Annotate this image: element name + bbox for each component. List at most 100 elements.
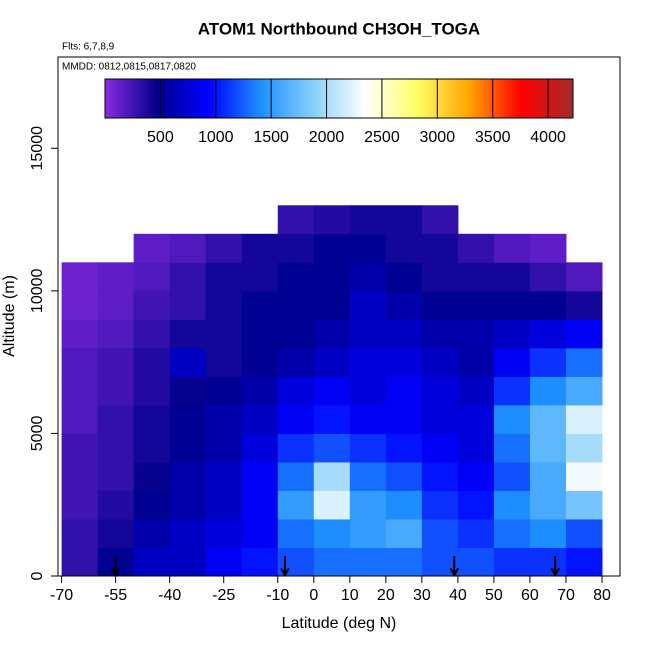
heat-cell <box>241 518 279 548</box>
heat-cell <box>565 290 603 320</box>
heat-cell <box>565 547 603 577</box>
heat-cell <box>421 518 459 548</box>
heat-cell <box>493 290 531 320</box>
heat-cell <box>61 404 99 434</box>
x-tick-label: 50 <box>485 587 503 604</box>
heat-cell <box>169 347 207 377</box>
heat-cell <box>205 262 243 292</box>
heat-cell <box>421 205 459 235</box>
colorbar-tick-label: 2000 <box>309 129 345 146</box>
heat-cell <box>421 319 459 349</box>
colorbar-tick-label: 3500 <box>475 129 511 146</box>
heat-cell <box>313 404 351 434</box>
heat-cell <box>61 518 99 548</box>
heat-cell <box>133 347 171 377</box>
subtitle: Flts: 6,7,8,9 <box>62 42 115 53</box>
heat-cell <box>385 461 423 491</box>
heat-cell <box>97 518 135 548</box>
heat-cell <box>133 490 171 520</box>
heat-cell <box>313 205 351 235</box>
heat-cell <box>169 518 207 548</box>
x-tick-label: 20 <box>377 587 395 604</box>
heat-cell <box>277 319 315 349</box>
heat-cell <box>349 262 387 292</box>
colorbar <box>104 78 574 119</box>
heat-cell <box>277 290 315 320</box>
heat-cell <box>349 518 387 548</box>
heat-cell <box>205 433 243 463</box>
heat-cell <box>421 262 459 292</box>
x-tick-label: 40 <box>449 587 467 604</box>
heat-cell <box>385 547 423 577</box>
heat-cell <box>169 233 207 263</box>
colorbar-tick-label: 2500 <box>364 129 400 146</box>
heat-cell <box>565 319 603 349</box>
heat-cell <box>277 347 315 377</box>
heat-cell <box>205 490 243 520</box>
x-tick-label: 80 <box>593 587 611 604</box>
heat-cell <box>61 461 99 491</box>
heat-cell <box>349 490 387 520</box>
heat-cell <box>385 404 423 434</box>
heat-cell <box>205 319 243 349</box>
heat-cell <box>61 547 99 577</box>
heat-cell <box>205 461 243 491</box>
heat-cell <box>349 290 387 320</box>
heat-cell <box>169 290 207 320</box>
heat-cell <box>493 433 531 463</box>
colorbar-tick-label: 4000 <box>530 129 566 146</box>
heat-cell <box>241 547 279 577</box>
heat-cell <box>61 262 99 292</box>
heat-cell <box>385 233 423 263</box>
heat-cell <box>241 433 279 463</box>
x-axis-label: Latitude (deg N) <box>282 615 397 632</box>
x-tick-label: 60 <box>521 587 539 604</box>
heat-cell <box>313 518 351 548</box>
heat-cell <box>457 262 495 292</box>
heat-cell <box>97 433 135 463</box>
heat-cell <box>457 461 495 491</box>
heat-cell <box>133 376 171 406</box>
heat-cell <box>457 290 495 320</box>
heat-cell <box>457 490 495 520</box>
heat-cell <box>169 433 207 463</box>
heat-cell <box>61 319 99 349</box>
x-tick-label: -70 <box>50 587 73 604</box>
heat-cell <box>277 205 315 235</box>
heat-cell <box>97 461 135 491</box>
colorbar-tick-label: 1000 <box>198 129 234 146</box>
heat-cell <box>313 461 351 491</box>
heat-cell <box>385 490 423 520</box>
heat-cell <box>133 433 171 463</box>
heat-cell <box>385 433 423 463</box>
heat-cell <box>169 461 207 491</box>
heat-cell <box>493 490 531 520</box>
heat-cell <box>349 404 387 434</box>
heat-cell <box>457 233 495 263</box>
heat-cell <box>349 461 387 491</box>
heat-cell <box>529 461 567 491</box>
heat-cell <box>169 547 207 577</box>
heat-cell <box>61 376 99 406</box>
heat-cell <box>529 347 567 377</box>
heat-cell <box>205 547 243 577</box>
heat-cell <box>529 376 567 406</box>
heat-cell <box>61 290 99 320</box>
heat-cell <box>169 262 207 292</box>
heat-cell <box>421 461 459 491</box>
heat-cell <box>205 518 243 548</box>
heat-cell <box>313 347 351 377</box>
colorbar-tick-label: 3000 <box>420 129 456 146</box>
heat-cell <box>277 518 315 548</box>
heat-cell <box>385 518 423 548</box>
heat-cell <box>457 547 495 577</box>
heat-cell <box>349 319 387 349</box>
heat-cell <box>529 262 567 292</box>
heat-cell <box>133 319 171 349</box>
x-tick-label: 30 <box>413 587 431 604</box>
heat-cell <box>97 490 135 520</box>
heat-cell <box>529 319 567 349</box>
heat-cell <box>277 433 315 463</box>
heat-cell <box>385 319 423 349</box>
